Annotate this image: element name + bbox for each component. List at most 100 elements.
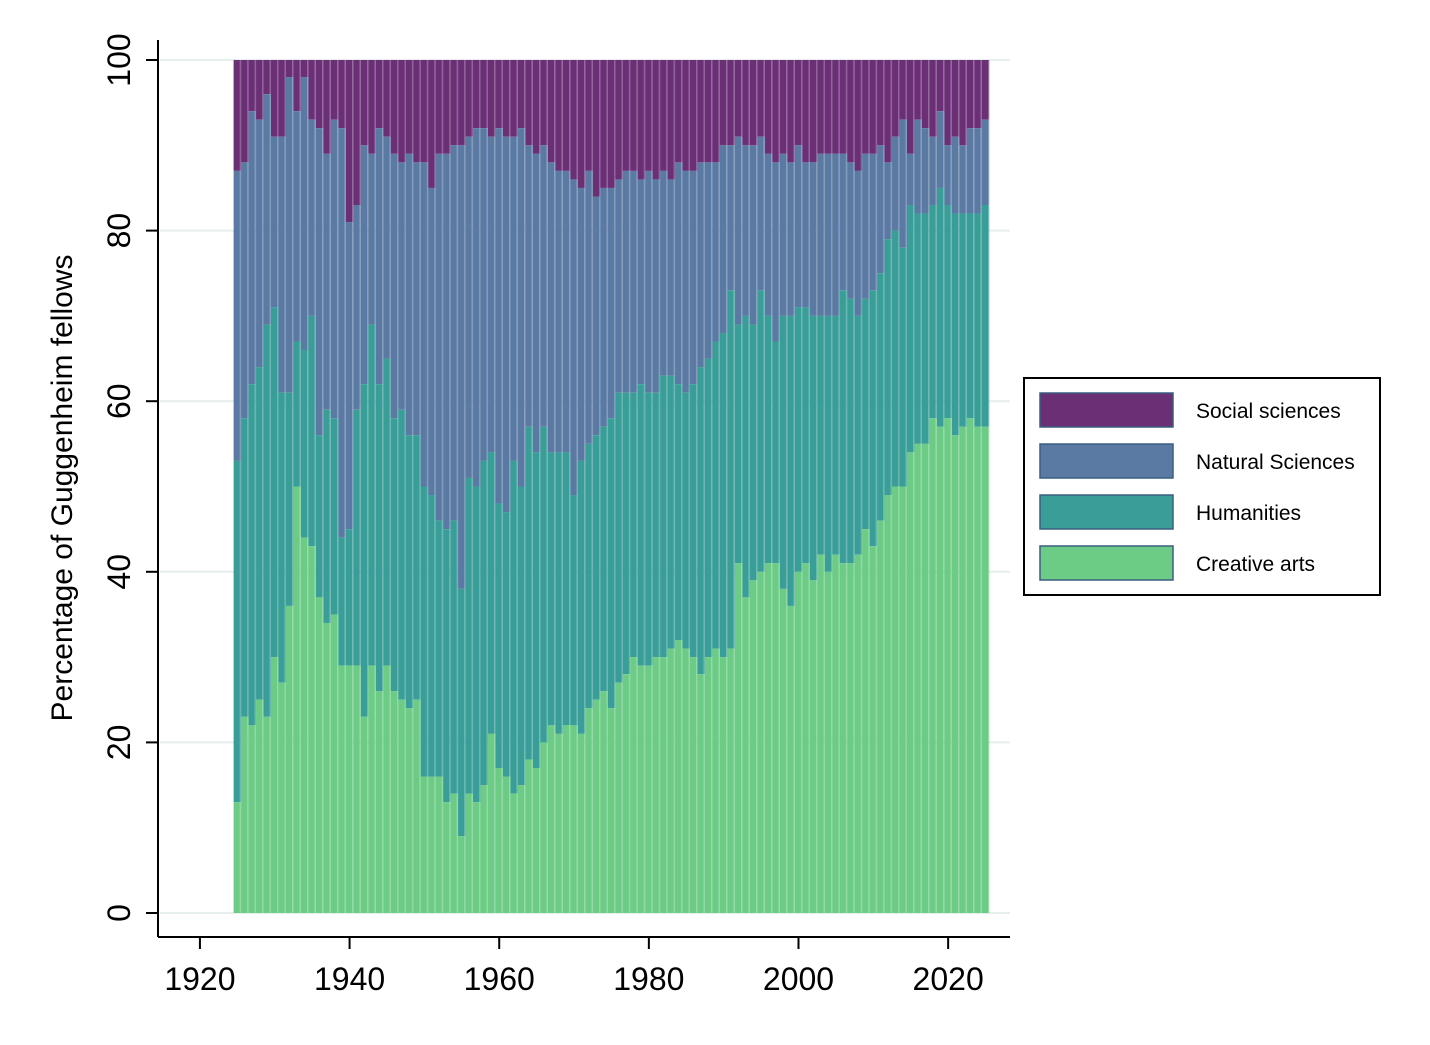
bar-segment xyxy=(323,409,330,623)
bar-segment-edge xyxy=(741,324,743,564)
bar-segment xyxy=(495,128,502,504)
bar-segment xyxy=(615,682,622,913)
bar-segment-edge xyxy=(928,213,930,444)
bar-segment xyxy=(570,725,577,913)
bar-segment-edge xyxy=(247,716,249,913)
bar-segment-edge xyxy=(823,60,825,154)
bar-segment xyxy=(675,640,682,913)
bar-segment xyxy=(577,60,585,188)
bar-segment-edge xyxy=(726,657,728,913)
bar-segment xyxy=(338,537,345,666)
bar-segment xyxy=(966,213,974,419)
bar-segment-edge xyxy=(771,60,773,154)
bar-segment-edge xyxy=(591,170,593,444)
legend-swatch xyxy=(1039,545,1174,581)
bar-segment xyxy=(547,60,555,163)
bar-segment xyxy=(263,716,270,913)
bar-segment xyxy=(794,60,802,146)
bar-segment-edge xyxy=(890,495,893,913)
bar-segment-edge xyxy=(292,60,294,78)
bar-segment xyxy=(562,452,570,726)
bar-segment-edge xyxy=(411,153,414,436)
bar-segment xyxy=(854,554,861,913)
bar-segment-edge xyxy=(853,60,855,163)
bar-segment xyxy=(704,358,712,658)
bar-segment-edge xyxy=(643,384,646,666)
bar-segment-edge xyxy=(965,213,967,427)
bar-segment xyxy=(502,512,510,777)
bar-segment-edge xyxy=(524,128,526,487)
bar-segment xyxy=(517,486,525,786)
bar-segment xyxy=(293,341,300,487)
bar-segment-edge xyxy=(628,674,631,913)
bar-segment xyxy=(458,836,465,913)
bar-segment xyxy=(794,307,802,572)
bar-segment-edge xyxy=(643,60,646,180)
bar-segment xyxy=(465,477,472,794)
bar-segment xyxy=(787,605,794,913)
bar-segment xyxy=(278,392,285,683)
bar-segment xyxy=(480,785,487,913)
bar-segment-edge xyxy=(890,239,893,496)
bar-segment-edge xyxy=(262,119,264,368)
bar-segment-edge xyxy=(464,145,466,589)
bar-segment xyxy=(667,179,674,376)
bar-segment-edge xyxy=(546,145,548,427)
bar-segment xyxy=(405,435,412,709)
bar-segment-edge xyxy=(980,60,982,129)
bar-segment xyxy=(764,315,772,564)
bar-segment xyxy=(794,571,802,913)
bar-segment xyxy=(547,725,555,913)
bar-segment xyxy=(562,60,570,171)
bar-segment xyxy=(368,324,375,666)
bar-segment xyxy=(353,205,360,410)
bar-segment xyxy=(435,60,442,154)
bar-segment xyxy=(495,503,502,768)
bar-segment xyxy=(413,162,420,436)
bar-segment-edge xyxy=(449,153,451,530)
bar-segment-edge xyxy=(853,563,855,913)
bar-segment xyxy=(899,119,906,248)
bar-segment-edge xyxy=(808,563,810,913)
legend: Social sciences Natural Sciences Humanitie… xyxy=(1023,377,1381,596)
bar-segment xyxy=(473,802,480,913)
bar-segment xyxy=(914,213,921,444)
bar-segment-edge xyxy=(584,460,586,734)
bar-segment-edge xyxy=(479,486,481,803)
bar-segment xyxy=(966,128,974,214)
bar-segment xyxy=(345,60,353,223)
bar-segment-edge xyxy=(621,60,623,180)
bar-segment-edge xyxy=(816,315,818,581)
bar-segment xyxy=(428,776,435,913)
bar-segment-edge xyxy=(494,452,496,734)
bar-segment xyxy=(824,315,831,572)
bar-segment xyxy=(338,665,345,913)
bar-segment-edge xyxy=(845,153,848,291)
bar-segment-edge xyxy=(584,733,586,913)
bar-segment-edge xyxy=(382,128,384,385)
bar-segment xyxy=(682,648,689,913)
bar-segment xyxy=(772,341,779,564)
bar-segment-edge xyxy=(426,486,429,777)
bar-segment-edge xyxy=(875,546,878,913)
bar-segment-edge xyxy=(658,60,661,180)
bar-segment xyxy=(884,162,891,240)
bar-segment-edge xyxy=(651,392,653,666)
bar-segment xyxy=(607,418,614,709)
y-axis-title: Percentage of Guggenheim fellows xyxy=(46,255,79,722)
bar-segment-edge xyxy=(703,60,705,163)
bar-segment-edge xyxy=(830,153,833,316)
bar-segment-edge xyxy=(613,60,616,188)
bar-segment-edge xyxy=(554,725,556,913)
bar-segment-edge xyxy=(733,60,735,146)
bar-segment-edge xyxy=(404,60,406,163)
bar-segment xyxy=(443,153,450,530)
bar-segment xyxy=(293,60,300,112)
bar-segment xyxy=(757,571,764,913)
bar-segment-edge xyxy=(539,60,541,154)
bar-segment xyxy=(981,119,989,206)
bar-segment xyxy=(353,665,360,913)
bar-segment xyxy=(809,60,816,163)
bar-segment xyxy=(704,657,712,913)
bar-segment xyxy=(884,239,891,496)
